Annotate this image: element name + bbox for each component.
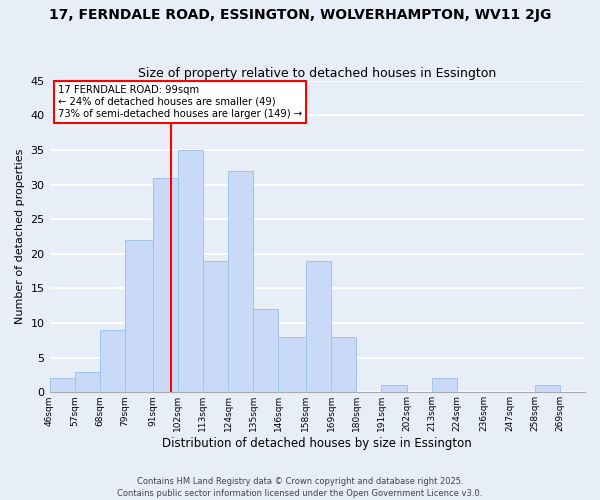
Bar — [306, 260, 331, 392]
X-axis label: Distribution of detached houses by size in Essington: Distribution of detached houses by size … — [163, 437, 472, 450]
Bar — [125, 240, 152, 392]
Bar — [50, 378, 75, 392]
Bar — [203, 260, 228, 392]
Bar — [382, 386, 407, 392]
Bar — [431, 378, 457, 392]
Text: 17 FERNDALE ROAD: 99sqm
← 24% of detached houses are smaller (49)
73% of semi-de: 17 FERNDALE ROAD: 99sqm ← 24% of detache… — [58, 86, 302, 118]
Bar — [278, 337, 306, 392]
Bar — [535, 386, 560, 392]
Bar — [178, 150, 203, 392]
Bar — [75, 372, 100, 392]
Title: Size of property relative to detached houses in Essington: Size of property relative to detached ho… — [138, 66, 496, 80]
Y-axis label: Number of detached properties: Number of detached properties — [15, 149, 25, 324]
Text: 17, FERNDALE ROAD, ESSINGTON, WOLVERHAMPTON, WV11 2JG: 17, FERNDALE ROAD, ESSINGTON, WOLVERHAMP… — [49, 8, 551, 22]
Bar — [100, 330, 125, 392]
Bar — [331, 337, 356, 392]
Bar — [253, 309, 278, 392]
Bar — [228, 170, 253, 392]
Text: Contains HM Land Registry data © Crown copyright and database right 2025.
Contai: Contains HM Land Registry data © Crown c… — [118, 476, 482, 498]
Bar — [152, 178, 178, 392]
